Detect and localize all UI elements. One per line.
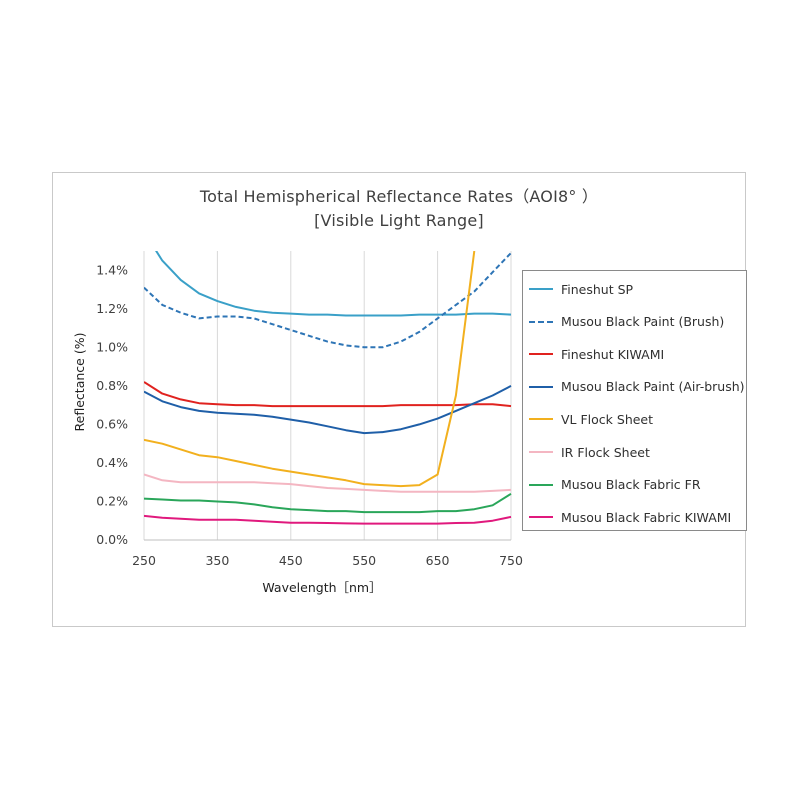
legend-item: Musou Black Fabric KIWAMI [529,507,731,527]
legend-item: Musou Black Fabric FR [529,475,701,495]
legend-swatch [529,516,553,519]
legend-label: Musou Black Paint (Air-brush) [561,379,745,395]
legend-label: IR Flock Sheet [561,444,650,460]
x-tick-label: 250 [132,553,156,568]
y-tick-label: 1.0% [96,339,128,354]
y-tick-label: 0.2% [96,493,128,508]
legend-swatch [529,418,553,421]
x-tick-label: 450 [279,553,303,568]
series-line-musou-black-paint-air-brush [144,385,512,435]
legend-label: Musou Black Fabric FR [561,477,701,493]
x-tick-label: 650 [426,553,450,568]
legend-swatch [529,353,553,356]
y-tick-label: 0.4% [96,455,128,470]
legend-label: VL Flock Sheet [561,411,654,427]
chart-title: Total Hemispherical Reflectance Rates（AO… [199,187,599,206]
series-line-musou-black-paint-brush [144,252,512,349]
legend-item: Musou Black Paint (Air-brush) [529,377,745,397]
legend-swatch [529,320,553,323]
y-tick-label: 0.8% [96,378,128,393]
legend-swatch [529,288,553,290]
legend-label: Musou Black Paint (Brush) [561,314,725,330]
legend-label: Fineshut SP [561,281,634,297]
x-tick-label: 350 [205,553,229,568]
legend-item: Fineshut KIWAMI [529,344,664,364]
series-line-ir-flock-sheet [144,473,512,493]
x-axis-label: Wavelength［nm］ [262,580,381,595]
y-axis-label: Reflectance (%) [72,333,87,432]
series-line-musou-black-fabric-kiwami [144,514,512,525]
legend: Fineshut SP Musou Black Paint (Brush) Fine… [522,270,747,531]
legend-item: VL Flock Sheet [529,409,653,429]
y-tick-label: 0.0% [96,532,128,547]
legend-label: Musou Black Fabric KIWAMI [561,509,732,525]
series-line-vl-flock-sheet [144,251,476,488]
x-tick-label: 550 [352,553,376,568]
series-line-musou-black-fabric-fr [144,492,512,514]
legend-swatch [529,385,553,388]
legend-item: IR Flock Sheet [529,442,650,462]
legend-item: Musou Black Paint (Brush) [529,312,724,332]
series-line-fineshut-kiwami [144,381,512,408]
x-tick-label: 750 [499,553,523,568]
y-tick-label: 1.4% [96,262,128,277]
chart-subtitle: [Visible Light Range] [314,211,484,230]
legend-label: Fineshut KIWAMI [561,346,665,362]
legend-swatch [529,483,553,486]
y-tick-label: 1.2% [96,301,128,316]
legend-item: Fineshut SP [529,279,633,299]
series-line-fineshut-sp [155,251,512,317]
legend-swatch [529,451,553,453]
y-tick-label: 0.6% [96,416,128,431]
